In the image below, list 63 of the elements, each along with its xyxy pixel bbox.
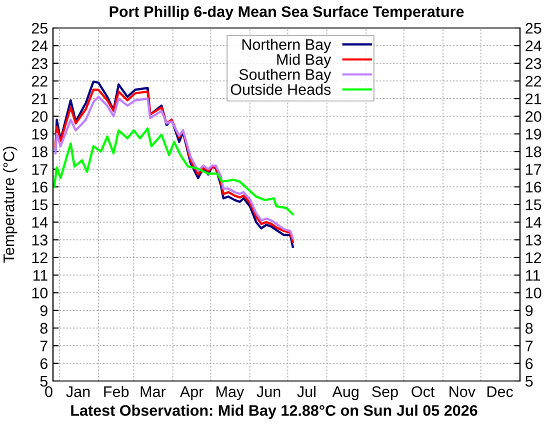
y2-tick-label: 15 — [526, 200, 542, 210]
y-tick-label: 8 — [40, 322, 48, 334]
x-tick-label: Jan — [66, 386, 90, 398]
y-tick-label: 9 — [40, 305, 48, 316]
y2-tick-label: 7 — [526, 340, 533, 352]
y2-tick-label: 22 — [526, 76, 542, 86]
y-tick-label: 15 — [32, 200, 48, 210]
y-tick-label: 12 — [32, 252, 48, 263]
y2-tick-label: 12 — [526, 252, 542, 263]
x-tick-label: Sep — [372, 386, 398, 400]
y-tick-label: 6 — [40, 358, 48, 370]
y2-tick-label: 19 — [526, 128, 542, 140]
y-tick-label: 14 — [32, 217, 48, 228]
y-tick-label: 22 — [32, 76, 48, 86]
y-tick-label: 13 — [32, 234, 48, 246]
line-series — [53, 127, 294, 216]
y2-tick-label: 14 — [526, 217, 542, 228]
x-tick-label: Oct — [412, 386, 435, 398]
y2-tick-label: 5 — [525, 376, 533, 387]
y-tick-label: 17 — [32, 164, 48, 175]
y-tick-label: 19 — [32, 128, 48, 140]
y2-tick-label: 10 — [526, 288, 542, 298]
y-tick-label: 21 — [32, 93, 48, 104]
y-tick-label: 24 — [32, 40, 48, 52]
y-tick-label: 11 — [33, 270, 48, 281]
x-tick-label: Jul — [297, 386, 316, 398]
chart-title: Port Phillip 6-day Mean Sea Surface Temperature — [110, 6, 464, 20]
y2-tick-label: 21 — [526, 93, 542, 104]
y-axis-title: Temperature (°C) — [3, 146, 18, 263]
y2-tick-label: 18 — [526, 146, 542, 158]
legend-label: Southern Bay — [239, 68, 332, 83]
x-tick-label: Apr — [180, 386, 204, 400]
x-tick-label: 0 — [45, 386, 52, 398]
x-tick-label: May — [216, 386, 244, 400]
x-tick-label: Mar — [140, 386, 166, 398]
y2-tick-label: 9 — [526, 305, 533, 316]
y2-tick-label: 6 — [526, 358, 533, 370]
y2-tick-label: 17 — [526, 164, 542, 175]
y-tick-label: 16 — [32, 182, 48, 193]
x-tick-label: Nov — [450, 386, 476, 398]
y2-tick-label: 16 — [526, 182, 542, 193]
legend-label: Outside Heads — [230, 84, 331, 95]
y2-tick-label: 8 — [526, 322, 533, 334]
y-tick-label: 10 — [32, 288, 48, 298]
text: Latest Observation: Mid Bay 12.88°C on Sun Jul 05 2026 — [71, 404, 478, 419]
y-tick-label: 25 — [32, 22, 48, 34]
y-tick-label: 18 — [32, 146, 48, 158]
x-tick-label: Dec — [487, 386, 513, 398]
y-tick-label: 20 — [32, 111, 48, 122]
y-tick-label: 23 — [32, 58, 48, 69]
y2-tick-label: 11 — [526, 270, 540, 281]
y2-tick-label: 13 — [526, 234, 542, 246]
legend-label: Mid Bay — [277, 54, 332, 68]
y2-tick-label: 24 — [526, 40, 542, 52]
y-tick-label: 5 — [40, 376, 48, 387]
y2-tick-label: 20 — [526, 111, 542, 122]
x-tick-label: Feb — [104, 386, 129, 398]
y2-tick-label: 25 — [526, 22, 542, 34]
legend-label: Northern Bay — [242, 38, 332, 53]
y-tick-label: 7 — [40, 340, 48, 352]
x-tick-label: Jun — [256, 386, 280, 398]
x-tick-label: Aug — [332, 386, 358, 400]
y2-tick-label: 23 — [526, 58, 542, 69]
